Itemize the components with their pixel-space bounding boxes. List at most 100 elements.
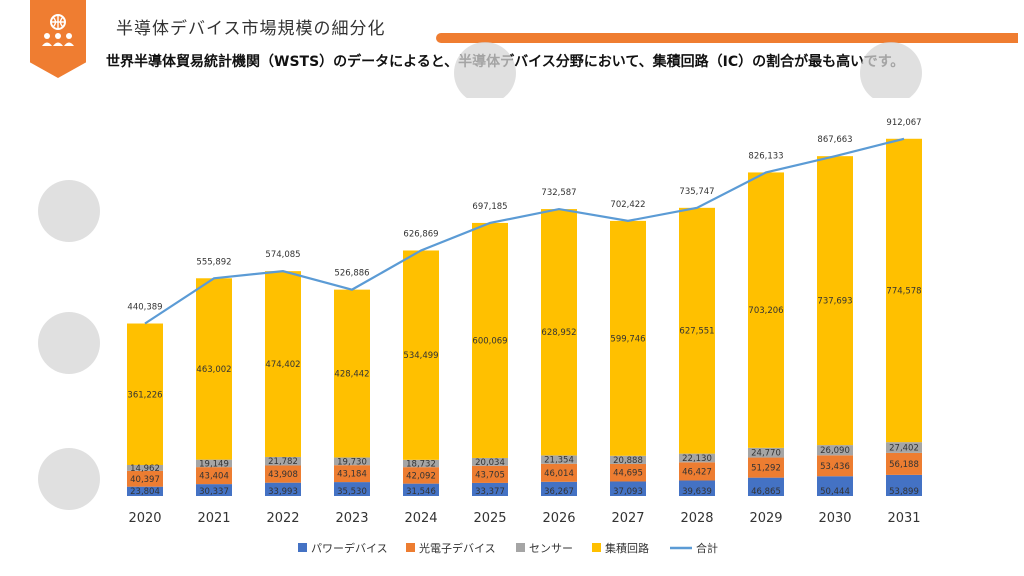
bar-segment xyxy=(127,470,163,487)
bar-value-label: 428,442 xyxy=(334,370,369,380)
bar-value-label: 40,397 xyxy=(130,475,160,485)
bar-value-label: 43,705 xyxy=(475,470,505,480)
team-globe-icon xyxy=(42,14,74,46)
bar-value-label: 24,770 xyxy=(751,449,781,459)
bar-value-label: 21,782 xyxy=(268,457,298,467)
decorative-circle xyxy=(38,312,100,374)
bar-value-label: 19,149 xyxy=(199,459,229,469)
bar-value-label: 361,226 xyxy=(127,390,162,400)
bar-value-label: 627,551 xyxy=(679,327,714,337)
x-tick-label: 2030 xyxy=(818,511,851,526)
bar-segment xyxy=(748,172,784,448)
total-value-label: 732,587 xyxy=(541,188,576,198)
logo-badge xyxy=(30,0,86,78)
bar-segment xyxy=(472,222,508,458)
bar-segment xyxy=(127,486,163,496)
x-tick-label: 2029 xyxy=(749,511,782,526)
bar-segment xyxy=(541,209,577,456)
bar-value-label: 774,578 xyxy=(886,286,921,296)
bar-value-label: 600,069 xyxy=(472,336,507,346)
bar-segment xyxy=(817,455,853,477)
x-tick-label: 2027 xyxy=(611,511,644,526)
legend-swatch xyxy=(592,543,601,552)
bar-segment xyxy=(817,445,853,456)
decorative-circle xyxy=(454,42,516,104)
legend-swatch xyxy=(298,543,307,552)
bar-value-label: 20,888 xyxy=(613,456,643,466)
bar-value-label: 42,092 xyxy=(406,471,436,481)
bars-layer xyxy=(127,138,922,496)
page-title: 半導体デバイス市場規模の細分化 xyxy=(116,19,386,39)
bar-segment xyxy=(403,467,439,484)
bar-value-label: 21,354 xyxy=(544,456,574,466)
x-tick-label: 2028 xyxy=(680,511,713,526)
bar-value-label: 39,639 xyxy=(682,487,712,497)
total-value-label: 440,389 xyxy=(127,303,162,313)
bar-segment xyxy=(541,481,577,496)
bar-value-label: 474,402 xyxy=(265,360,300,370)
bar-value-label: 19,730 xyxy=(337,457,367,467)
bar-segment xyxy=(886,138,922,443)
bar-segment xyxy=(127,464,163,471)
bar-segment xyxy=(748,477,784,496)
total-value-label: 555,892 xyxy=(196,257,231,267)
x-axis-ticks: 2020 2021 2022 2023 2024 2025 2026 2027 2028 2029… xyxy=(128,511,920,526)
bar-segment xyxy=(679,480,715,496)
bar-segment xyxy=(265,271,301,457)
bar-value-label: 43,184 xyxy=(337,470,367,480)
total-value-label: 526,886 xyxy=(334,269,369,279)
bar-segment xyxy=(817,476,853,496)
bar-value-label: 46,427 xyxy=(682,467,712,477)
bar-segment xyxy=(748,457,784,478)
bar-value-label: 53,436 xyxy=(820,462,850,472)
legend-label: 合計 xyxy=(696,541,718,555)
bar-value-label: 18,732 xyxy=(406,459,436,469)
total-line xyxy=(144,137,905,325)
bar-segment xyxy=(196,484,232,496)
bar-value-label: 37,093 xyxy=(613,487,643,497)
bar-segment xyxy=(610,463,646,482)
bar-segment xyxy=(472,465,508,483)
bar-value-label: 22,130 xyxy=(682,454,712,464)
total-value-label: 702,422 xyxy=(610,200,645,210)
bar-segment xyxy=(403,459,439,468)
bar-value-label: 534,499 xyxy=(403,351,438,361)
bar-value-label: 30,337 xyxy=(199,487,229,497)
bar-value-label: 463,002 xyxy=(196,365,231,375)
bar-value-label: 628,952 xyxy=(541,328,576,338)
total-value-label: 574,085 xyxy=(265,250,300,260)
total-value-label: 626,869 xyxy=(403,229,438,239)
x-tick-label: 2022 xyxy=(266,511,299,526)
bar-value-label: 56,188 xyxy=(889,460,919,470)
bar-segment xyxy=(265,482,301,496)
bar-value-label: 53,899 xyxy=(889,487,919,497)
bar-segment xyxy=(403,483,439,496)
decorative-circle xyxy=(38,448,100,510)
bar-value-label: 43,404 xyxy=(199,472,229,482)
legend-swatch xyxy=(406,543,415,552)
bar-segment xyxy=(472,457,508,466)
x-tick-label: 2025 xyxy=(473,511,506,526)
bar-value-label: 703,206 xyxy=(748,306,783,316)
x-tick-label: 2026 xyxy=(542,511,575,526)
bar-value-label: 33,377 xyxy=(475,487,505,497)
bar-segment xyxy=(472,482,508,496)
total-value-label: 912,067 xyxy=(886,118,921,128)
legend-label: パワーデバイス xyxy=(311,541,388,555)
bar-value-label: 46,014 xyxy=(544,469,574,479)
bar-segment xyxy=(679,453,715,463)
bar-value-label: 14,962 xyxy=(130,464,160,474)
bar-value-label: 44,695 xyxy=(613,469,643,479)
chart-panel: 23,804 40,397 14,962 361,226 30,337 43,404 19,… xyxy=(100,98,950,568)
bar-segment xyxy=(334,465,370,483)
page-subtitle: 世界半導体貿易統計機関（WSTS）のデータによると、半導体デバイス分野において、… xyxy=(106,52,986,72)
bar-segment xyxy=(886,474,922,496)
bar-value-label: 36,267 xyxy=(544,487,574,497)
bar-segment xyxy=(334,457,370,466)
legend-label: 集積回路 xyxy=(605,541,649,555)
bar-segment xyxy=(196,459,232,468)
bar-value-label: 35,530 xyxy=(337,487,367,497)
bar-segment xyxy=(265,465,301,483)
